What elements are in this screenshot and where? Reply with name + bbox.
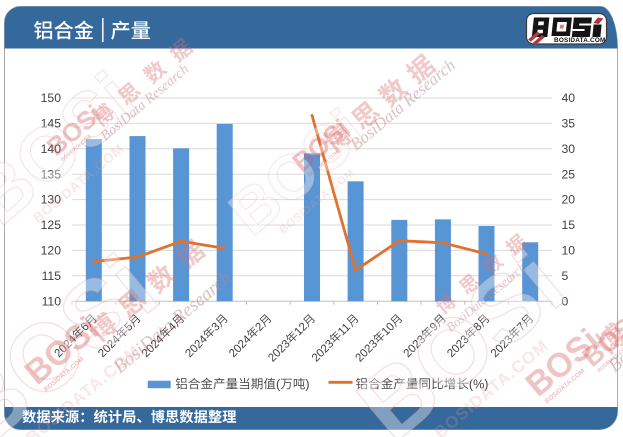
svg-text:15: 15	[562, 218, 576, 232]
svg-text:): )	[305, 377, 309, 391]
svg-text:150: 150	[41, 91, 62, 105]
svg-text:(: (	[276, 377, 281, 391]
svg-text:110: 110	[42, 294, 62, 308]
svg-text:140: 140	[41, 142, 62, 156]
svg-text:120: 120	[41, 244, 62, 258]
svg-text:135: 135	[41, 167, 62, 181]
svg-text:40: 40	[562, 91, 576, 105]
svg-text:115: 115	[42, 269, 62, 283]
svg-text:0: 0	[562, 294, 569, 308]
svg-text:(%): (%)	[469, 377, 489, 391]
svg-text:125: 125	[41, 218, 62, 232]
svg-text:BOSIDATA.COM: BOSIDATA.COM	[554, 37, 606, 44]
svg-text:5: 5	[562, 269, 569, 283]
svg-text:10: 10	[562, 244, 576, 258]
svg-text:145: 145	[41, 117, 62, 131]
svg-text:30: 30	[562, 142, 576, 156]
svg-text:20: 20	[562, 193, 576, 207]
svg-text:25: 25	[562, 167, 576, 181]
svg-text:130: 130	[41, 193, 62, 207]
svg-text:35: 35	[562, 117, 576, 131]
